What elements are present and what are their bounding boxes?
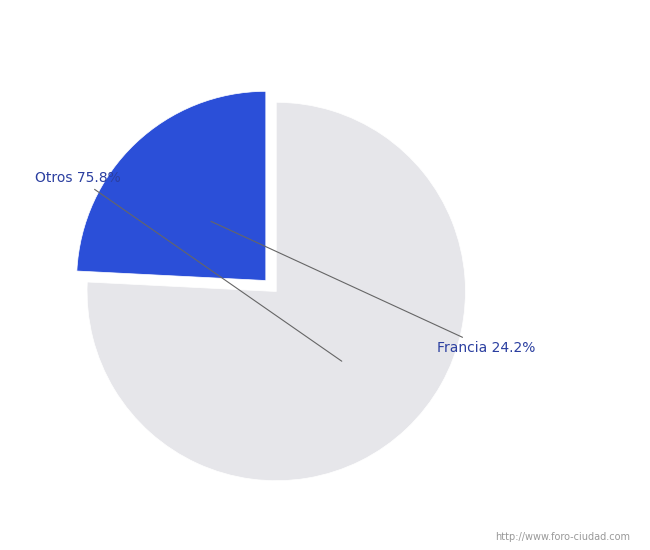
Wedge shape <box>87 102 465 481</box>
Text: Francia 24.2%: Francia 24.2% <box>211 221 536 355</box>
Text: Otros 75.8%: Otros 75.8% <box>35 171 342 361</box>
Wedge shape <box>77 91 266 280</box>
Text: Robleda-Cervantes - Turistas extranjeros según país - Abril de 2024: Robleda-Cervantes - Turistas extranjeros… <box>77 18 573 34</box>
Text: http://www.foro-ciudad.com: http://www.foro-ciudad.com <box>495 532 630 542</box>
